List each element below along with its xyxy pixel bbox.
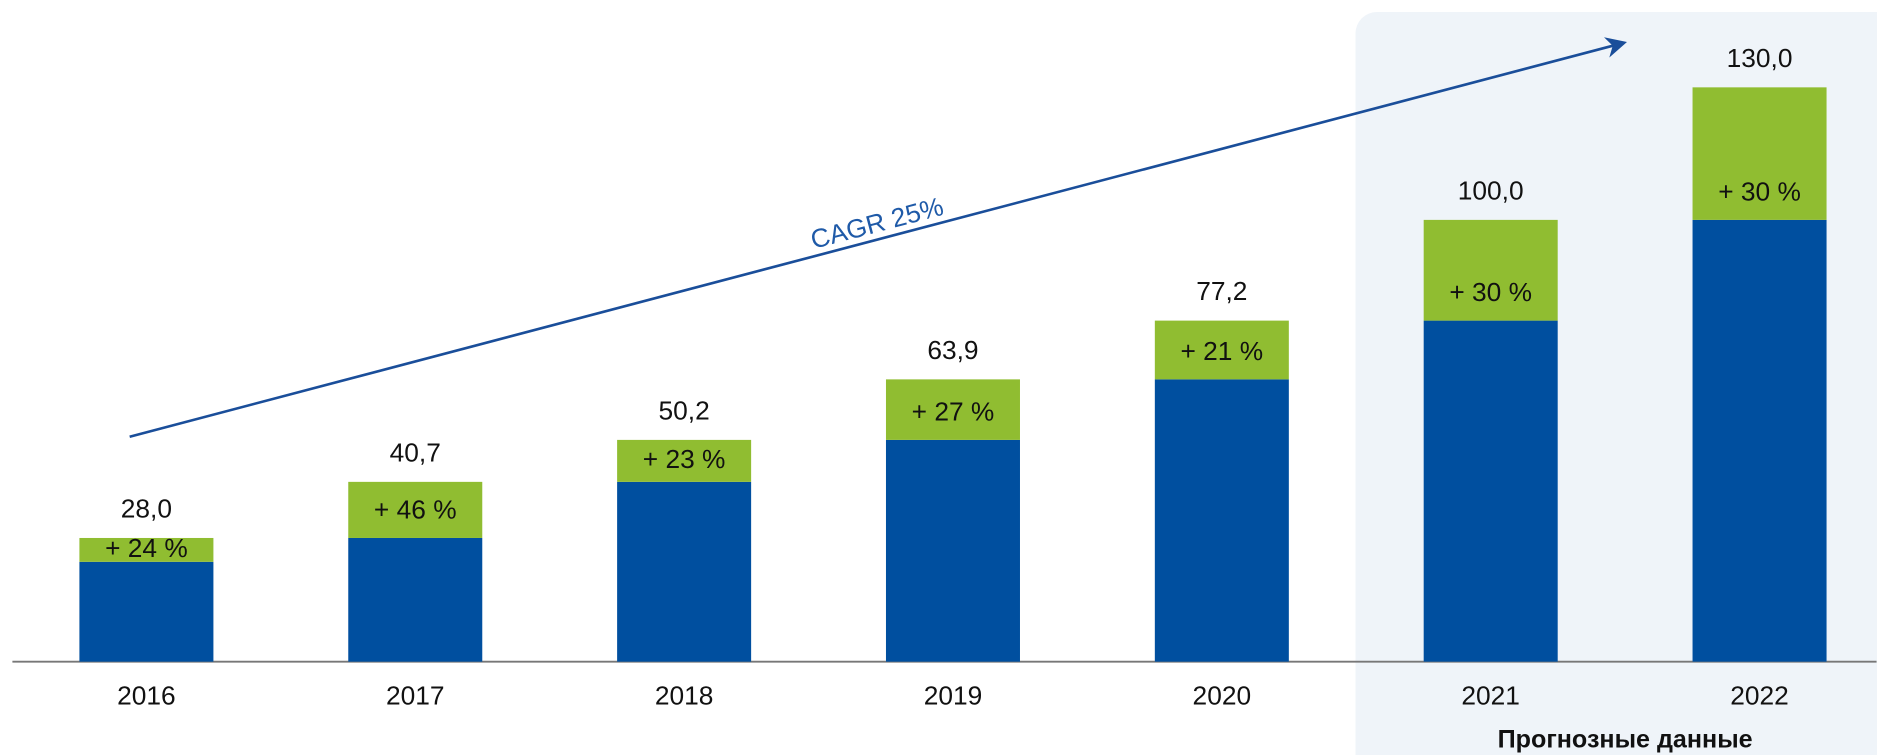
total-label: 50,2 [659,395,710,425]
x-tick-label: 2018 [655,681,714,711]
bar-segment [348,481,483,538]
bar-segment [79,561,214,662]
growth-label: + 24 % [105,533,188,563]
bar-segment [617,481,752,662]
growth-label: + 30 % [1718,177,1801,207]
total-label: 100,0 [1458,175,1524,205]
bar-segment [1692,219,1827,662]
x-tick-label: 2017 [386,681,445,711]
total-label: 40,7 [390,437,441,467]
total-label: 77,2 [1196,276,1247,306]
bar-segment [1423,219,1558,321]
bar-segment [885,439,1020,662]
bar-segment [1423,320,1558,662]
cagr-label: CAGR 25% [807,191,946,255]
bar-segment [617,439,752,482]
growth-label: + 46 % [374,495,457,525]
total-label: 130,0 [1727,43,1793,73]
growth-label: + 23 % [643,444,726,474]
x-tick-label: 2021 [1461,681,1520,711]
x-tick-label: 2019 [924,681,983,711]
total-label: 28,0 [121,493,172,523]
bar-segment [1154,320,1289,380]
growth-label: + 21 % [1181,336,1264,366]
forecast-label: Прогнозные данные [1498,725,1753,753]
bar-segment [1154,379,1289,662]
x-tick-label: 2016 [117,681,176,711]
bar-segment [348,537,483,662]
growth-label: + 27 % [912,397,995,427]
bar-segment [1692,87,1827,220]
cagr-arrow [129,37,1627,439]
bar-segment [885,379,1020,440]
x-tick-label: 2020 [1193,681,1252,711]
x-tick-label: 2022 [1730,681,1789,711]
total-label: 63,9 [927,335,978,365]
growth-label: + 30 % [1449,277,1532,307]
bar-segment [79,537,214,562]
